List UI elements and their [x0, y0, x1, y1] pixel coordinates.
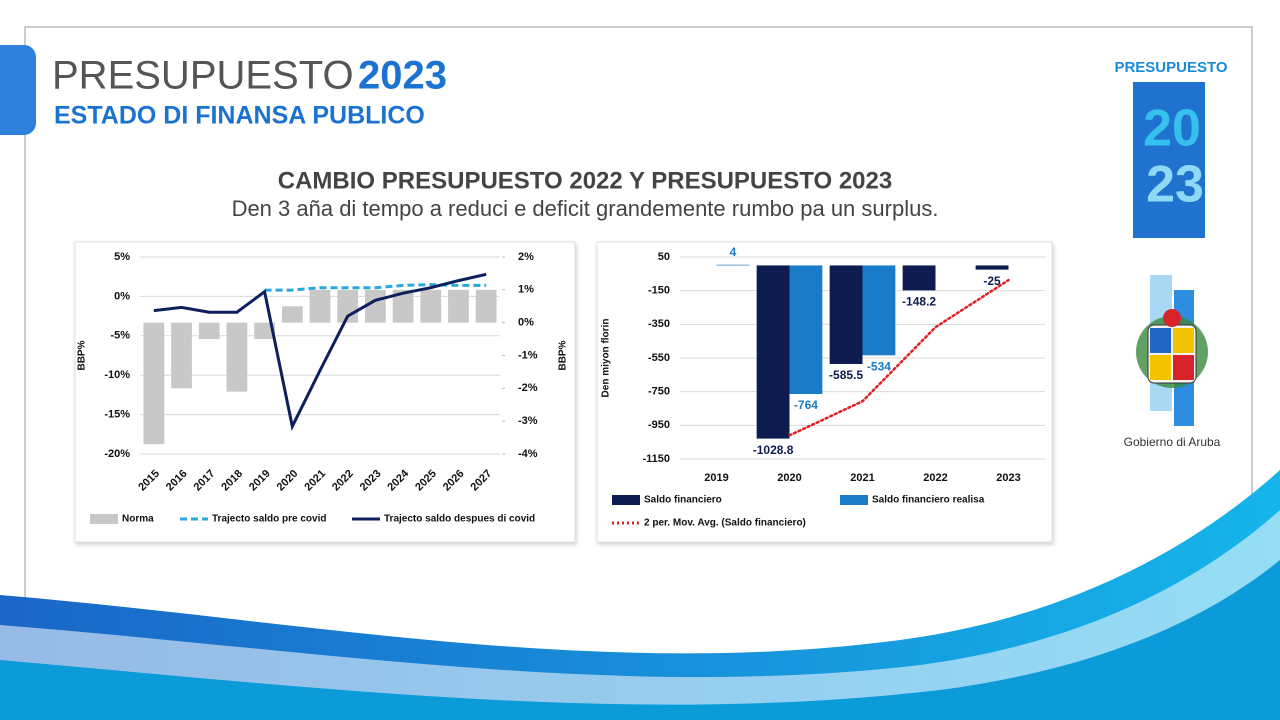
y2-tick-label: -4% — [518, 448, 538, 460]
legend-label: 2 per. Mov. Avg. (Saldo financiero) — [644, 518, 806, 529]
x-tick-label: 2022 — [923, 472, 947, 484]
emblem-crest — [1163, 309, 1181, 327]
wave-highlight — [0, 510, 1280, 720]
y2-tick-label: -3% — [518, 415, 538, 427]
logo-year-line: 20 — [1143, 100, 1201, 158]
data-label: -534 — [867, 359, 891, 373]
y-tick-label: -750 — [648, 386, 670, 398]
subheading: Den 3 aña di tempo a reduci e deficit gr… — [232, 196, 939, 221]
data-label: -148.2 — [902, 295, 936, 309]
data-label: -764 — [794, 398, 818, 412]
x-tick-label: 2023 — [996, 472, 1020, 484]
wave-front — [0, 560, 1280, 720]
emblem-quarter — [1150, 355, 1171, 380]
y2-tick-label: -2% — [518, 382, 538, 394]
y-tick-label: -950 — [648, 419, 670, 431]
y-axis-label: BBP% — [77, 340, 88, 370]
bar — [448, 289, 469, 323]
data-label: 4 — [730, 245, 737, 259]
legend-label: Trajecto saldo pre covid — [212, 514, 326, 525]
data-label: -1028.8 — [753, 443, 794, 457]
y2-tick-label: -1% — [518, 349, 538, 361]
y-tick-label: -550 — [648, 352, 670, 364]
x-tick-label: 2019 — [704, 472, 728, 484]
emblem-quarter — [1173, 355, 1194, 380]
bar — [226, 322, 248, 392]
y-tick-label: -350 — [648, 318, 670, 330]
bar — [902, 265, 936, 291]
y2-tick-label: 2% — [518, 251, 534, 263]
emblem-caption: Gobierno di Aruba — [1124, 435, 1221, 449]
y-tick-label: -1150 — [642, 453, 670, 465]
y-tick-label: 5% — [114, 251, 130, 263]
heading: CAMBIO PRESUPUESTO 2022 Y PRESUPUESTO 20… — [278, 167, 892, 194]
y-tick-label: 50 — [658, 251, 670, 263]
bar — [475, 289, 497, 323]
y2-axis-label: BBP% — [558, 340, 569, 370]
bar — [716, 264, 750, 266]
y-axis-label: Den miyon florin — [601, 319, 612, 398]
legend-label: Norma — [122, 514, 154, 525]
y2-tick-label: 1% — [518, 284, 534, 296]
line — [264, 283, 487, 292]
y-tick-label: -15% — [104, 409, 130, 421]
x-tick-label: 2021 — [850, 472, 874, 484]
slide-subtitle: ESTADO DI FINANSA PUBLICO — [54, 102, 425, 130]
emblem-quarter — [1150, 328, 1171, 353]
legend-swatch — [612, 495, 640, 505]
bar — [143, 322, 165, 445]
y-tick-label: -20% — [104, 448, 130, 460]
emblem-quarter — [1173, 328, 1194, 353]
line — [153, 272, 487, 431]
data-label: -585.5 — [829, 368, 863, 382]
logo-year-line: 23 — [1146, 156, 1204, 214]
side-tab — [0, 45, 36, 135]
bar — [862, 265, 896, 356]
line — [788, 278, 1010, 437]
x-tick-label: 2020 — [777, 472, 801, 484]
bar — [198, 322, 220, 340]
slide-title-year: 2023 — [358, 54, 447, 98]
y2-tick-label: 0% — [518, 317, 534, 329]
legend-swatch — [90, 514, 118, 524]
bar — [365, 289, 386, 323]
bar — [756, 265, 790, 439]
bar — [789, 265, 823, 395]
legend-label: Saldo financiero — [644, 495, 722, 506]
data-label: -25 — [983, 274, 1001, 288]
bar — [309, 289, 331, 323]
logo-shape — [1133, 82, 1205, 238]
bar — [975, 265, 1009, 270]
y-tick-label: -10% — [104, 369, 130, 381]
y-tick-label: -150 — [648, 285, 670, 297]
bar — [829, 265, 863, 364]
slide-title: PRESUPUESTO — [52, 54, 354, 98]
logo-title: PRESUPUESTO — [1114, 59, 1227, 76]
bar — [171, 322, 192, 389]
y-tick-label: 0% — [114, 290, 130, 302]
y-tick-label: -5% — [110, 330, 130, 342]
legend-swatch — [840, 495, 868, 505]
bar — [281, 306, 303, 323]
bar — [254, 322, 275, 340]
bar — [420, 289, 442, 323]
legend-label: Trajecto saldo despues di covid — [384, 514, 535, 525]
legend-label: Saldo financiero realisa — [872, 495, 985, 506]
bar — [392, 289, 414, 323]
